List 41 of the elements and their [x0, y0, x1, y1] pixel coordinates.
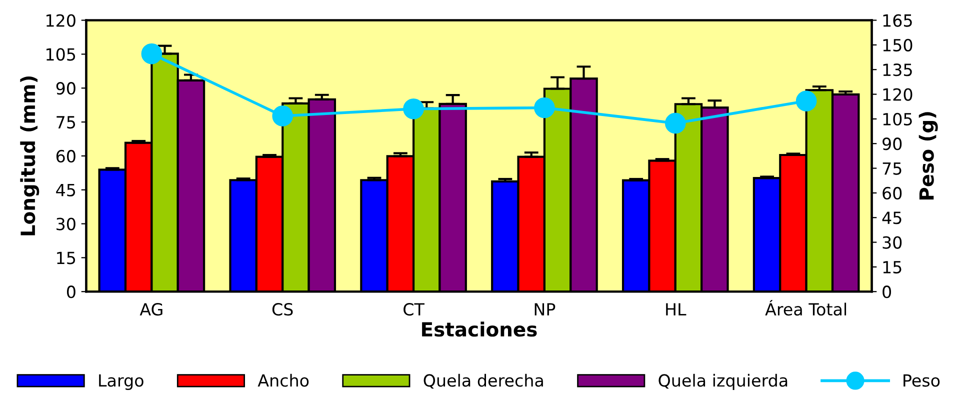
y-tick-label: 30: [56, 218, 76, 230]
y2-tick-label: 0: [882, 286, 891, 298]
y2-tick-label: 120: [883, 88, 912, 101]
x-axis-title: Estaciones: [422, 322, 537, 337]
y2-tick-label: 15: [883, 261, 902, 274]
y-tick-label: 120: [46, 14, 76, 27]
legend-label: Largo: [99, 374, 144, 390]
legend-label: Quela derecha: [424, 374, 543, 389]
y2-tick-label: 105: [883, 112, 912, 126]
point: [403, 98, 424, 120]
x-tick-label: HL: [666, 303, 686, 316]
y2-tick-label: 135: [883, 64, 912, 76]
y-tick-label: 60: [56, 150, 76, 162]
legend-label: Peso: [904, 374, 940, 387]
y-tick-label: 15: [57, 252, 76, 264]
y2-tick-label: 30: [882, 236, 902, 249]
x-tick-label: AG: [140, 303, 162, 316]
y-axis-title: Longitud (mm): [20, 76, 40, 236]
y2-axis-title: Peso (g): [918, 112, 938, 200]
y2-tick-label: 165: [883, 14, 912, 27]
point: [664, 112, 686, 134]
x-tick-label: NP: [534, 303, 556, 316]
y2-tick-label: 75: [882, 162, 902, 175]
legend-label: Quela izquierda: [658, 374, 788, 390]
y2-tick-label: 60: [882, 186, 902, 200]
y2-tick-label: 150: [883, 38, 912, 52]
x-tick-label: Área Total: [765, 300, 846, 316]
y2-tick-label: 90: [882, 138, 902, 150]
point: [534, 97, 555, 118]
y-tick-label: 90: [56, 82, 76, 95]
legend-label: Ancho: [258, 374, 309, 387]
y-tick-label: 0: [66, 286, 76, 298]
x-tick-label: CS: [272, 303, 293, 316]
y-tick-label: 45: [56, 184, 76, 196]
point: [141, 43, 162, 64]
x-tick-label: CT: [404, 303, 424, 316]
y-tick-label: 105: [46, 48, 76, 61]
point: [796, 90, 817, 112]
point: [272, 106, 294, 126]
y-tick-label: 75: [56, 116, 76, 129]
y2-tick-label: 45: [882, 212, 902, 224]
